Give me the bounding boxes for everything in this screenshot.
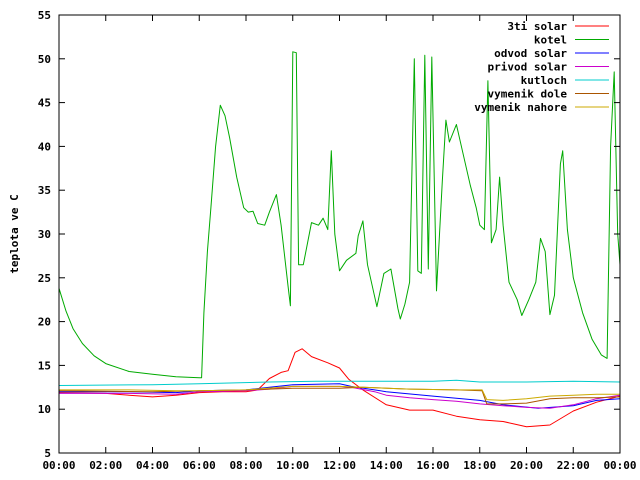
y-tick-label: 30	[38, 228, 51, 241]
x-tick-label: 12:00	[323, 459, 356, 472]
y-tick-label: 45	[38, 97, 51, 110]
axis-ticks	[58, 14, 621, 454]
series-line-kotel	[58, 51, 621, 379]
y-tick-label: 35	[38, 184, 51, 197]
x-tick-label: 20:00	[510, 459, 543, 472]
legend-label: vymenik nahore	[474, 101, 567, 114]
x-tick-label: 08:00	[229, 459, 262, 472]
series-line-privod-solar	[59, 385, 621, 409]
x-tick-label: 10:00	[276, 459, 309, 472]
y-tick-label: 20	[38, 316, 51, 329]
tick-labels: 00:00 02:00 04:00 06:00 08:00 10:00 12:00 14:00…	[38, 9, 637, 472]
x-tick-label: 00:00	[42, 459, 75, 472]
y-tick-label: 25	[38, 272, 51, 285]
legend-label: privod solar	[488, 61, 568, 74]
x-tick-label: 14:00	[370, 459, 403, 472]
y-tick-label: 15	[38, 359, 51, 372]
series-lines	[58, 51, 621, 428]
x-tick-label: 22:00	[557, 459, 590, 472]
x-tick-label: 00:00	[603, 459, 636, 472]
series-line-vymenik-nahore	[59, 385, 620, 401]
x-tick-label: 06:00	[183, 459, 216, 472]
legend-label: vymenik dole	[488, 88, 568, 101]
legend-label: kutloch	[521, 74, 567, 87]
series-line-kutloch	[58, 379, 621, 386]
x-tick-label: 18:00	[463, 459, 496, 472]
y-tick-label: 50	[38, 53, 51, 66]
x-tick-label: 02:00	[89, 459, 122, 472]
y-tick-label: 5	[44, 447, 51, 460]
y-tick-label: 10	[38, 403, 51, 416]
legend-label: 3ti solar	[507, 20, 567, 33]
y-tick-label: 40	[38, 140, 51, 153]
y-axis-label: teplota ve C	[8, 194, 21, 273]
series-line-3ti-solar	[58, 348, 621, 428]
x-tick-label: 04:00	[136, 459, 169, 472]
legend-label: kotel	[534, 34, 567, 47]
y-tick-label: 55	[38, 9, 51, 22]
legend-label: odvod solar	[494, 47, 567, 60]
x-tick-label: 16:00	[416, 459, 449, 472]
